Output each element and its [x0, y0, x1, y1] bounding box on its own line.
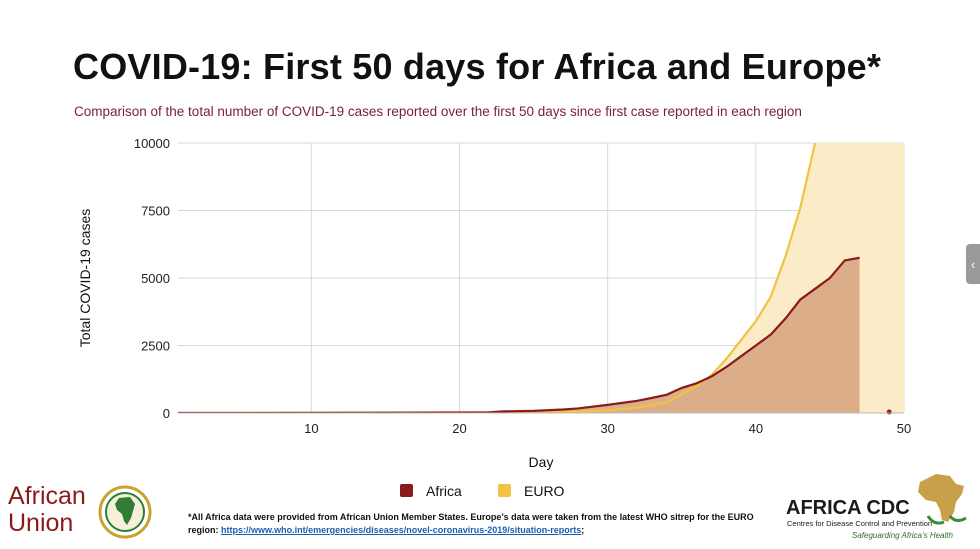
africa-map-icon [918, 474, 967, 525]
area-africa [178, 257, 860, 413]
legend-label-africa: Africa [426, 483, 462, 499]
x-tick-label: 10 [304, 421, 318, 436]
legend-label-euro: EURO [524, 483, 565, 499]
au-logo-line1: African [8, 482, 86, 510]
chart-subtitle: Comparison of the total number of COVID-… [74, 104, 802, 119]
side-panel-toggle[interactable]: ‹ [966, 244, 980, 284]
acdc-tagline: Safeguarding Africa’s Health [852, 531, 953, 540]
y-axis-label: Total COVID-19 cases [77, 209, 93, 348]
footnote-end: ; [581, 525, 585, 535]
au-emblem-icon [98, 485, 152, 539]
acdc-subtitle: Centres for Disease Control and Preventi… [787, 519, 933, 528]
x-tick-label: 40 [749, 421, 763, 436]
africa-end-marker [886, 409, 892, 415]
legend-swatch-africa [400, 484, 413, 497]
footnote-text: *All Africa data were provided from Afri… [188, 512, 754, 535]
footnote: *All Africa data were provided from Afri… [188, 511, 778, 537]
y-tick-label: 10000 [134, 136, 170, 151]
au-logo-line2: Union [8, 509, 74, 537]
chart-title: COVID-19: First 50 days for Africa and E… [73, 46, 882, 87]
x-tick-label: 20 [452, 421, 466, 436]
africa-cdc-logo: AFRICA CDC Centres for Disease Control a… [782, 468, 972, 544]
african-union-logo: African Union [4, 482, 164, 542]
legend-swatch-euro [498, 484, 511, 497]
acdc-name: AFRICA CDC [786, 497, 910, 519]
x-tick-label: 50 [897, 421, 911, 436]
x-axis-label: Day [529, 454, 554, 470]
y-tick-label: 5000 [141, 271, 170, 286]
chevron-left-icon: ‹ [970, 256, 976, 272]
y-tick-label: 2500 [141, 339, 170, 354]
who-sitrep-link[interactable]: https://www.who.int/emergencies/diseases… [221, 525, 582, 535]
line-africa [178, 256, 860, 413]
y-tick-label: 0 [163, 406, 170, 421]
x-tick-label: 30 [600, 421, 614, 436]
y-tick-label: 7500 [141, 204, 170, 219]
